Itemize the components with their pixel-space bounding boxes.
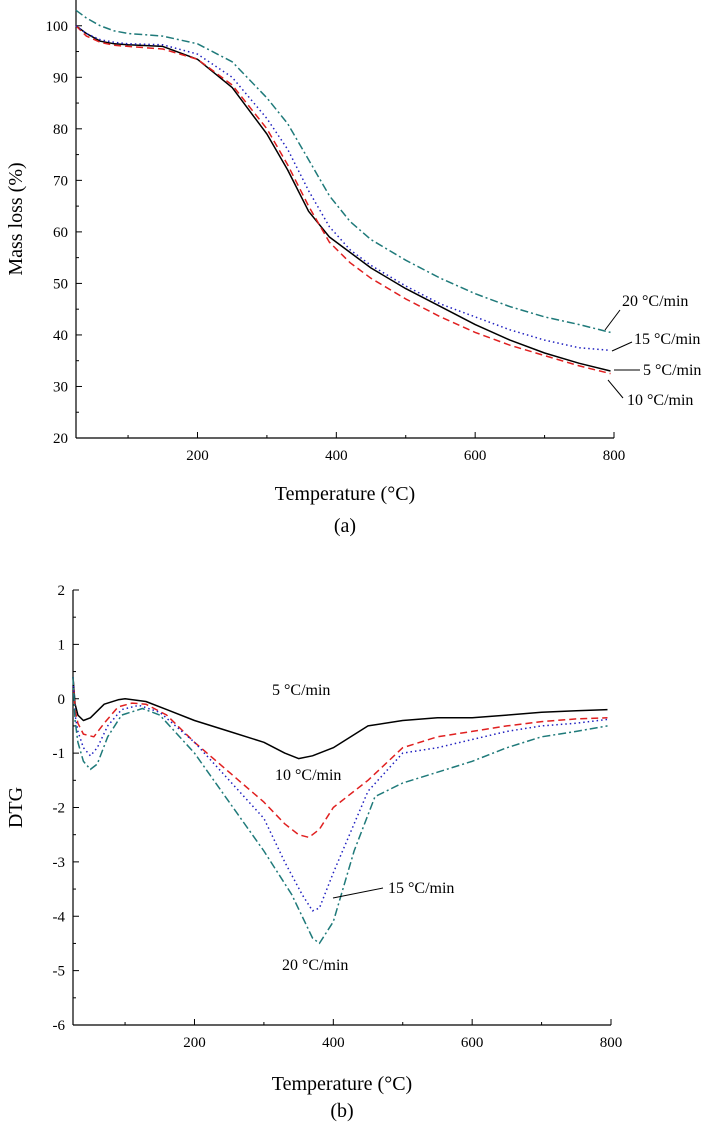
y-tick-label: -4 [53, 909, 66, 925]
x-tick-label: 600 [461, 1035, 484, 1051]
y-tick-label: -5 [53, 964, 66, 980]
y-axis-label: Mass loss (%) [5, 162, 27, 275]
x-tick-label: 800 [600, 1035, 623, 1051]
series-line-10-c-per-min [72, 676, 608, 839]
annotation-leader [607, 379, 624, 399]
x-tick-label: 600 [464, 448, 487, 464]
x-tick-label: 200 [186, 448, 209, 464]
series-annotation: 20 °C/min [622, 293, 688, 310]
y-tick-label: 50 [53, 276, 68, 292]
chart-panel-a: 20 30 40 50 60 70 80 90 100 200 400 600 800 20 °C/min… [5, 0, 701, 537]
series-line-20-c-per-min [75, 9, 611, 334]
series-line-5-c-per-min [75, 25, 611, 372]
y-tick-label: 70 [53, 173, 68, 189]
x-tick-label: 200 [183, 1035, 206, 1051]
y-tick-label: 80 [53, 122, 68, 138]
y-tick-label: -3 [53, 855, 66, 871]
y-tick-label: 40 [53, 328, 68, 344]
x-axis-label: Temperature (°C) [275, 483, 415, 505]
series-line-15-c-per-min [75, 25, 611, 352]
x-tick-label: 400 [325, 448, 348, 464]
y-tick-label: -6 [53, 1018, 66, 1034]
x-axis-label: Temperature (°C) [272, 1073, 412, 1095]
y-tick-label: 100 [46, 19, 69, 35]
series-line-10-c-per-min [75, 25, 611, 375]
series-annotation: 5 °C/min [643, 362, 701, 379]
series-annotation: 5 °C/min [272, 682, 330, 699]
series-annotation: 20 °C/min [282, 957, 348, 974]
panel-label: (a) [334, 515, 356, 537]
y-axis-label: DTG [5, 787, 27, 828]
y-tick-label: 20 [53, 431, 68, 447]
annotation-leader [604, 309, 621, 331]
series-line-5-c-per-min [72, 676, 608, 760]
y-tick-label: -1 [53, 746, 66, 762]
annotation-leader [332, 887, 384, 899]
y-tick-label: 2 [58, 583, 66, 599]
annotation-leader [611, 341, 633, 352]
y-tick-label: 1 [58, 637, 66, 653]
series-line-20-c-per-min [72, 676, 608, 945]
y-tick-label: 0 [58, 692, 66, 708]
series-annotation: 10 °C/min [627, 392, 693, 409]
series-line-15-c-per-min [72, 676, 608, 912]
y-tick-label: 60 [53, 225, 68, 241]
y-tick-label: -2 [53, 801, 66, 817]
series-annotation: 10 °C/min [275, 767, 341, 784]
x-tick-label: 800 [603, 448, 626, 464]
chart-panel-b: -6 -5 -4 -3 -2 -1 0 1 2 200 400 600 800 5 °C/min 10 °C… [5, 583, 622, 1122]
y-tick-label: 90 [53, 70, 68, 86]
y-tick-label: 30 [53, 379, 68, 395]
series-annotation: 15 °C/min [388, 880, 454, 897]
panel-label: (b) [330, 1100, 353, 1122]
series-annotation: 15 °C/min [634, 331, 700, 348]
x-tick-label: 400 [322, 1035, 345, 1051]
